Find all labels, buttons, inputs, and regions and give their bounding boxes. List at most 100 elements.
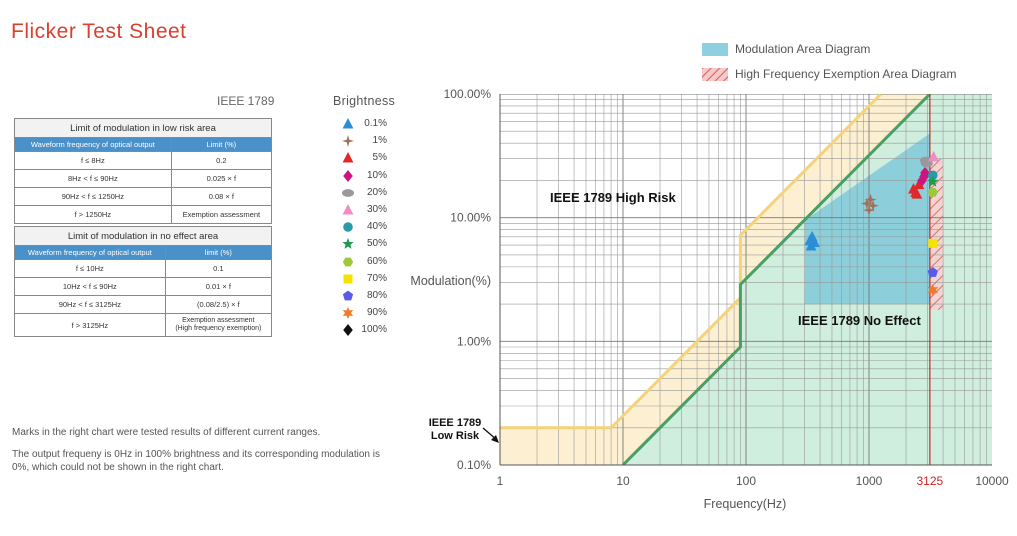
legend-marker (342, 118, 354, 129)
data-point (927, 170, 938, 181)
annotation-no-effect: IEEE 1789 No Effect (798, 313, 921, 328)
no-effect-limit-table: Limit of modulation in no effect area Wa… (14, 226, 273, 337)
brightness-legend-item: 20% (341, 185, 401, 201)
hexagon-marker-icon (342, 257, 354, 266)
legend-label: 40% (366, 221, 387, 233)
brightness-legend-item: 100% (341, 322, 401, 338)
legend-label: 5% (372, 152, 387, 164)
legend-marker (343, 169, 353, 182)
y-tick-label: 100.00% (444, 87, 492, 101)
legend-marker (342, 307, 354, 320)
brightness-legend-item: 70% (341, 271, 401, 287)
data-point (867, 199, 880, 212)
note-text: Marks in the right chart were tested res… (12, 427, 321, 438)
brightness-legend-item: 10% (341, 168, 401, 184)
six-point-star-marker-icon (342, 307, 354, 320)
table-row: 10Hz < f ≤ 90Hz 0.01 × f (14, 277, 273, 296)
legend-label: 0.1% (364, 118, 387, 129)
legend-label: 10% (366, 169, 387, 181)
legend-marker (342, 238, 354, 250)
brightness-legend-item: 0.1% (341, 116, 401, 132)
legend-label: 90% (366, 307, 387, 319)
brightness-legend-title: Brightness (333, 94, 396, 108)
x-tick-label: 100 (736, 474, 756, 488)
y-tick-label: 10.00% (450, 211, 491, 225)
brightness-legend-item: 90% (341, 305, 401, 321)
table-cell: f > 3125Hz (14, 313, 166, 337)
legend-label: 50% (366, 238, 387, 250)
modulation-area-swatch (702, 43, 728, 56)
ellipse-marker-icon (342, 188, 354, 197)
table-header: Waveform frequency of optical output (14, 245, 166, 260)
brightness-legend-item: 80% (341, 288, 401, 304)
legend-marker (343, 222, 353, 232)
legend-label: 70% (366, 272, 387, 284)
triangle-marker-icon (342, 204, 354, 215)
circle-marker-icon (343, 222, 353, 232)
legend-marker (343, 324, 353, 337)
annotation-high-risk: IEEE 1789 High Risk (550, 190, 676, 205)
table-cell: Exemption assessment (High frequency exe… (164, 313, 273, 337)
page-title: Flicker Test Sheet (11, 20, 187, 43)
data-point (927, 175, 939, 187)
brightness-legend-item: 50% (341, 236, 401, 252)
brightness-legend-item: 5% (341, 150, 401, 166)
data-point (928, 150, 939, 162)
note-text: The output frequeny is 0Hz in 100% brigh… (12, 449, 380, 473)
legend-marker (342, 135, 354, 148)
data-points (804, 150, 939, 296)
legend-marker (342, 152, 354, 163)
data-point (927, 188, 938, 197)
data-point (910, 186, 922, 197)
brightness-legend-item: 60% (341, 254, 401, 270)
table-header: limit (%) (164, 245, 273, 260)
table-row: 8Hz < f ≤ 90Hz 0.025 × f (14, 169, 273, 188)
table-row: f > 3125Hz Exemption assessment (High fr… (14, 313, 273, 337)
legend-marker (342, 188, 354, 197)
data-point (863, 204, 875, 217)
data-point (913, 178, 925, 190)
four-point-star-marker-icon (342, 135, 354, 148)
x-tick-label: 1 (497, 474, 504, 488)
table-row: 90Hz < f ≤ 1250Hz 0.08 × f (14, 187, 273, 206)
legend-label: 20% (366, 186, 387, 198)
area-legend-label: High Frequency Exemption Area Diagram (735, 67, 957, 81)
legend-label: 30% (366, 204, 387, 215)
legend-marker (342, 257, 354, 266)
table-cell: Exemption assessment (170, 205, 273, 224)
pentagon-marker-icon (342, 290, 354, 301)
data-point (928, 238, 938, 248)
x-axis-label: Frequency(Hz) (704, 497, 787, 511)
triangle-marker-icon (342, 152, 354, 163)
y-tick-label: 0.10% (457, 458, 491, 472)
y-axis-label: Modulation(%) (410, 274, 491, 288)
table-row: f ≤ 8Hz 0.2 (14, 151, 273, 170)
annotation-low-risk: IEEE 1789 (429, 417, 482, 429)
area-legend-label: Modulation Area Diagram (735, 42, 871, 56)
y-tick-label: 1.00% (457, 334, 491, 348)
table-header: Limit (%) (170, 137, 273, 152)
data-point (927, 267, 938, 277)
exemption-area-swatch (702, 68, 728, 81)
legend-marker (343, 274, 353, 284)
x-tick-label: 3125 (917, 474, 944, 488)
brightness-legend-item: 30% (341, 202, 401, 218)
legend-label: 80% (366, 290, 387, 301)
annotation-low-risk: Low Risk (431, 430, 480, 442)
data-point (864, 193, 877, 206)
modulation-area (804, 133, 930, 305)
legend-marker (342, 290, 354, 301)
square-marker-icon (343, 274, 353, 284)
brightness-legend-item: 40% (341, 219, 401, 235)
legend-label: 100% (361, 324, 387, 336)
grid (500, 94, 992, 465)
plot-area (500, 94, 992, 465)
low-risk-limit-table: Limit of modulation in low risk area Wav… (14, 118, 273, 224)
data-point (927, 284, 938, 296)
table-row: 90Hz < f ≤ 3125Hz (0.08/2.5) × f (14, 295, 273, 314)
no-effect-boundary-line (621, 94, 931, 465)
data-point (917, 174, 927, 187)
star-marker-icon (342, 238, 354, 250)
x-tick-label: 10 (616, 474, 630, 488)
